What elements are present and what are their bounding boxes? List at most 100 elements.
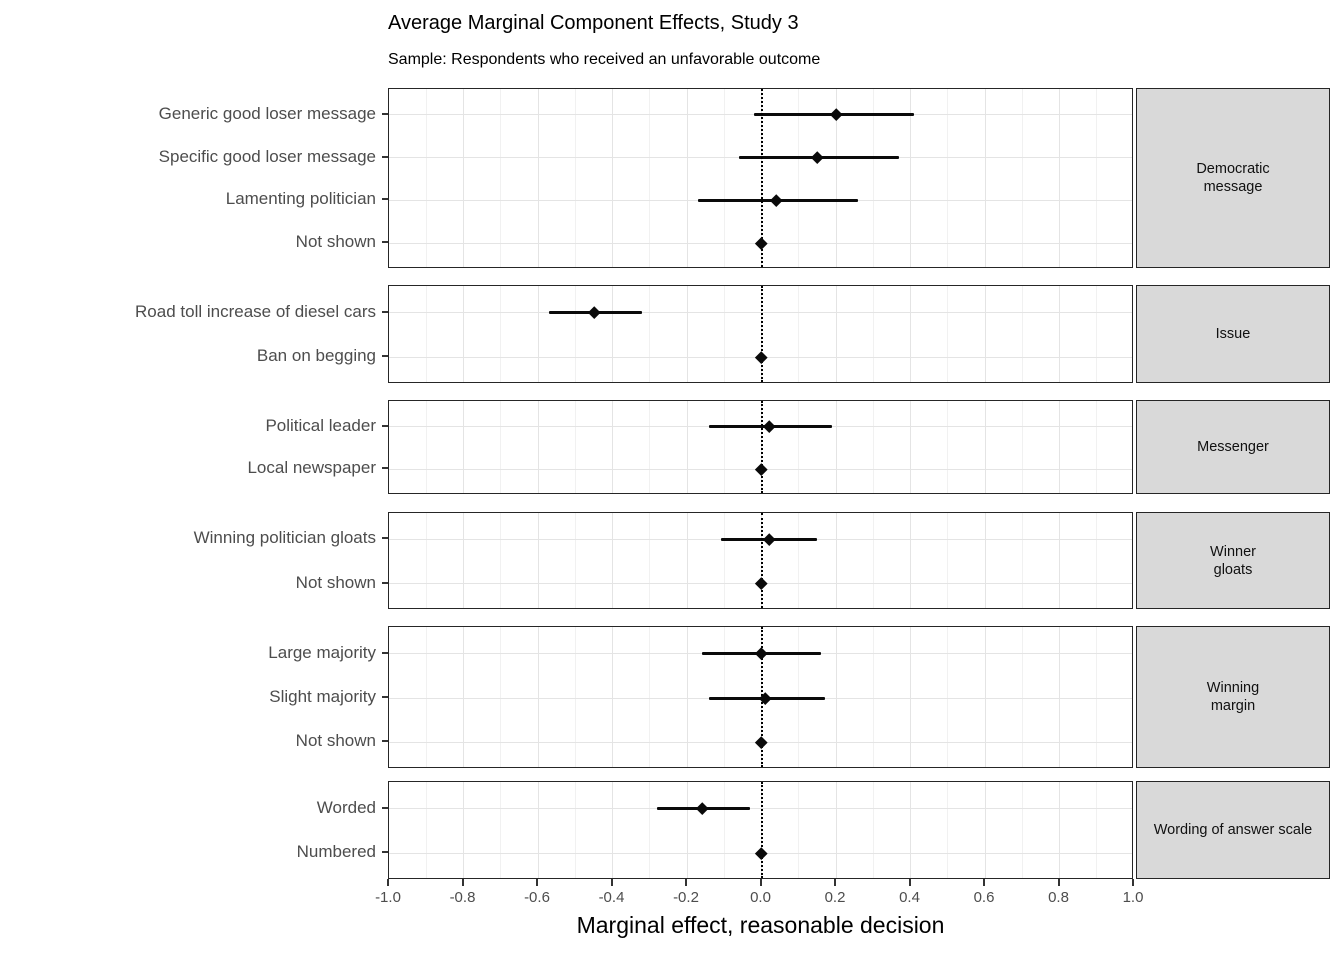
- x-axis-tick: [1057, 879, 1060, 886]
- x-tick-label: 0.6: [973, 889, 995, 906]
- gridline-minor: [1096, 782, 1098, 878]
- point-estimate: [755, 847, 768, 860]
- x-tick-label: -0.8: [449, 889, 476, 906]
- gridline-major: [835, 286, 837, 382]
- gridline-major: [612, 89, 613, 267]
- gridline-minor: [574, 286, 576, 382]
- gridline-major: [463, 513, 464, 608]
- gridline-minor: [798, 286, 800, 382]
- gridline-minor: [872, 782, 874, 878]
- gridline-minor: [798, 513, 800, 608]
- facet-strip-label: message: [1203, 179, 1263, 195]
- x-axis-tick: [759, 879, 762, 886]
- gridline-minor: [947, 782, 949, 878]
- y-axis-tick: [382, 355, 388, 358]
- x-tick-label: 0.8: [1048, 889, 1069, 906]
- gridline-major: [612, 286, 613, 382]
- gridline-minor: [574, 513, 576, 608]
- gridline-major: [463, 627, 464, 767]
- point-estimate: [755, 736, 768, 749]
- x-axis-tick: [610, 879, 613, 886]
- y-axis-tick: [382, 806, 388, 809]
- gridline-major: [463, 782, 464, 878]
- gridline-major: [686, 89, 688, 267]
- gridline-major: [463, 286, 464, 382]
- gridline-minor: [872, 401, 874, 493]
- gridline-minor: [947, 627, 949, 767]
- gridline-minor: [425, 286, 427, 382]
- gridline-minor: [649, 513, 651, 608]
- facet-strip: Winning margin: [1136, 626, 1330, 768]
- gridline-major: [910, 401, 911, 493]
- gridline-minor: [500, 286, 502, 382]
- gridline-minor: [574, 89, 576, 267]
- y-axis-label: Lamenting politician: [225, 189, 376, 209]
- y-axis-label: Slight majority: [269, 687, 376, 706]
- gridline-major: [835, 627, 837, 767]
- gridline-major: [537, 401, 539, 493]
- gridline-minor: [872, 89, 874, 267]
- gridline-major: [537, 89, 539, 267]
- chart-title: Average Marginal Component Effects, Stud…: [388, 12, 799, 34]
- facet-panel: [388, 781, 1133, 879]
- gridline-major: [910, 627, 911, 767]
- facet-panel: [388, 400, 1133, 494]
- gridline-minor: [500, 782, 502, 878]
- point-estimate: [770, 194, 783, 207]
- gridline-major: [686, 627, 688, 767]
- facet-panel: [388, 88, 1133, 268]
- x-axis-tick: [387, 879, 389, 886]
- gridline-minor: [723, 782, 725, 878]
- y-axis-label: Numbered: [296, 842, 376, 862]
- gridline-minor: [1096, 89, 1098, 267]
- x-axis-tick: [908, 879, 911, 886]
- gridline-major: [1059, 286, 1060, 382]
- point-estimate: [755, 647, 768, 660]
- gridline-major: [910, 782, 911, 878]
- y-axis-tick: [382, 696, 388, 698]
- y-axis-label: Generic good loser message: [158, 103, 376, 123]
- y-axis-label: Not shown: [295, 731, 376, 751]
- facet-strip: Messenger: [1136, 400, 1330, 494]
- gridline-minor: [425, 513, 427, 608]
- facet-strip: Issue: [1136, 285, 1330, 383]
- gridline-minor: [872, 513, 874, 608]
- gridline-minor: [425, 627, 427, 767]
- gridline-major: [686, 401, 688, 493]
- gridline-major: [1059, 89, 1060, 267]
- gridline-minor: [425, 782, 427, 878]
- facet-strip-label: Winning: [1206, 680, 1260, 696]
- gridline-minor: [574, 782, 576, 878]
- x-tick-label: -0.4: [598, 889, 625, 906]
- facet-panel: [388, 512, 1133, 609]
- gridline-major: [612, 401, 613, 493]
- gridline-minor: [649, 286, 651, 382]
- gridline-minor: [574, 401, 576, 493]
- facet-panel: [388, 626, 1133, 768]
- y-axis-tick: [382, 651, 388, 654]
- gridline-minor: [1021, 782, 1023, 878]
- gridline-minor: [947, 401, 949, 493]
- facet-strip-label: gloats: [1213, 561, 1253, 578]
- gridline-major: [835, 782, 837, 878]
- x-axis-tick: [685, 879, 687, 886]
- gridline-minor: [500, 401, 502, 493]
- y-axis-label: Local newspaper: [247, 458, 376, 478]
- gridline-major: [537, 513, 539, 608]
- x-tick-label: -0.6: [524, 889, 550, 906]
- x-tick-label: -1.0: [375, 889, 401, 906]
- gridline-minor: [947, 513, 949, 608]
- x-tick-label: 0.2: [824, 889, 846, 906]
- gridline-minor: [1096, 513, 1098, 608]
- x-axis-title: Marginal effect, reasonable decision: [576, 912, 945, 938]
- gridline-minor: [649, 627, 651, 767]
- y-axis-label: Worded: [316, 797, 376, 817]
- y-axis-label: Large majority: [268, 642, 376, 662]
- facet-panel: [388, 285, 1133, 383]
- facet-strip-label: Messenger: [1197, 439, 1269, 455]
- gridline-minor: [1096, 627, 1098, 767]
- x-tick-label: 1.0: [1122, 889, 1144, 906]
- y-axis-tick: [382, 198, 388, 201]
- y-axis-tick: [382, 241, 388, 244]
- gridline-minor: [574, 627, 576, 767]
